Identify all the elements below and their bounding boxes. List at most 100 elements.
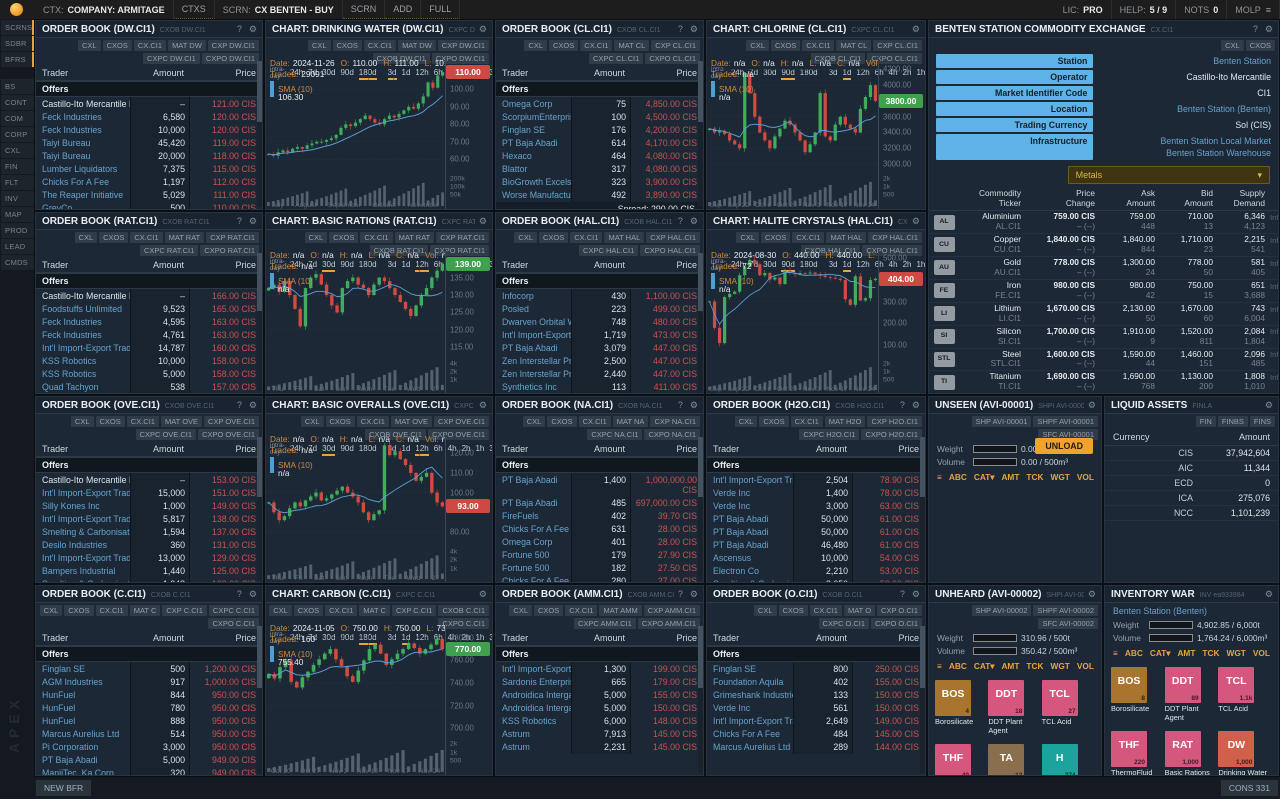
field-value[interactable]: Benten Station Local Market bbox=[1160, 136, 1271, 146]
timeframe-24h[interactable]: 24h bbox=[289, 259, 304, 269]
trader-link[interactable]: BioGrowth Excelsior bbox=[502, 177, 571, 188]
tab-fin[interactable]: FIN bbox=[1195, 416, 1216, 427]
scrollbar-thumb[interactable] bbox=[920, 437, 925, 498]
timeframe-2h[interactable]: 2h bbox=[902, 259, 912, 269]
trader-link[interactable]: GreyCo bbox=[42, 203, 73, 210]
tab-finbs[interactable]: FINBS bbox=[1217, 416, 1248, 427]
tab-cx-ci1[interactable]: CX.CI1 bbox=[126, 416, 159, 427]
timeframe-24h[interactable]: 24h bbox=[289, 632, 304, 642]
tab-cxp-dw-ci1[interactable]: CXP DW.CI1 bbox=[207, 40, 259, 51]
trader-link[interactable]: Astrum bbox=[502, 729, 530, 740]
trader-link[interactable]: ScorpiumEnterprises bbox=[502, 111, 571, 122]
trader-link[interactable]: Verde Inc bbox=[713, 500, 751, 511]
tab-cxp-cl-ci1[interactable]: CXP CL.CI1 bbox=[873, 40, 922, 51]
trader-link[interactable]: Posled bbox=[502, 303, 529, 314]
trader-link[interactable]: PT Baja Abadi bbox=[502, 342, 558, 353]
scrollbar-thumb[interactable] bbox=[698, 253, 703, 311]
tab-cxl[interactable]: CXL bbox=[736, 232, 759, 243]
trader-link[interactable]: Omega Corp bbox=[502, 537, 553, 548]
trader-link[interactable]: Chicks For A Fee bbox=[502, 523, 569, 534]
timeframe-180d[interactable]: 180d bbox=[358, 68, 377, 80]
tab-cx-ci1[interactable]: CX.CI1 bbox=[578, 416, 611, 427]
tab-cxp-amm-ci1[interactable]: CXP AMM.CI1 bbox=[643, 605, 700, 616]
timeframe-3d[interactable]: 3d bbox=[828, 67, 838, 77]
timeframe-12h[interactable]: 12h bbox=[415, 632, 429, 642]
tab-cxl[interactable]: CXL bbox=[70, 416, 94, 427]
tab-cxos[interactable]: CXOS bbox=[549, 40, 579, 51]
tab-cxp-rat-ci1[interactable]: CXP RAT.CI1 bbox=[206, 232, 259, 243]
sort-cat[interactable]: CAT▾ bbox=[1149, 648, 1171, 658]
trader-link[interactable]: PT Baja Abadi bbox=[713, 513, 769, 524]
tab-cxpc-amm-ci1[interactable]: CXPC AMM.CI1 bbox=[574, 618, 636, 629]
scrollbar[interactable] bbox=[698, 437, 703, 580]
tab-mat-cl[interactable]: MAT CL bbox=[836, 40, 872, 51]
tab-cxp-na-ci1[interactable]: CXP NA.CI1 bbox=[650, 416, 700, 427]
gear-icon[interactable]: ⚙ bbox=[248, 589, 257, 599]
tab-fins[interactable]: FINS bbox=[1249, 416, 1275, 427]
sort-abc[interactable]: ABC bbox=[948, 472, 967, 482]
help-icon[interactable]: ? bbox=[899, 589, 905, 599]
trader-link[interactable]: HunFuel bbox=[42, 689, 76, 700]
tab-cxl[interactable]: CXL bbox=[1221, 40, 1244, 51]
sidebar-item-bfrs[interactable]: BFRS bbox=[1, 52, 34, 67]
sort-amt[interactable]: AMT bbox=[1001, 472, 1020, 482]
help-icon[interactable]: ? bbox=[899, 400, 905, 410]
timeframe-3d[interactable]: 3d bbox=[828, 259, 838, 269]
trader-link[interactable]: Int'l Import-Export Trading Co bbox=[42, 487, 130, 498]
tab-mat-hal[interactable]: MAT HAL bbox=[826, 232, 867, 243]
trader-link[interactable]: Pi Corporation bbox=[42, 742, 99, 753]
gear-icon[interactable]: ⚙ bbox=[248, 24, 257, 34]
sort-cat[interactable]: CAT▾ bbox=[973, 661, 995, 671]
tab-cx-ci1[interactable]: CX.CI1 bbox=[580, 40, 613, 51]
timeframe-2h[interactable]: 2h bbox=[461, 632, 471, 642]
gear-icon[interactable]: ⚙ bbox=[1087, 589, 1096, 599]
tab-mat-h2o[interactable]: MAT H2O bbox=[824, 416, 866, 427]
help-icon[interactable]: ? bbox=[677, 24, 683, 34]
sidebar-item-cont[interactable]: CONT bbox=[1, 95, 34, 110]
gear-icon[interactable]: ⚙ bbox=[689, 589, 698, 599]
trader-link[interactable]: Verde Inc bbox=[713, 487, 751, 498]
trader-link[interactable]: Finglan SE bbox=[502, 124, 546, 135]
tab-mat-c[interactable]: MAT C bbox=[129, 605, 161, 616]
timeframe-12h[interactable]: 12h bbox=[856, 67, 870, 77]
ticker-icon[interactable]: FE bbox=[933, 283, 955, 299]
inventory-item[interactable]: BOS 8 Borosilicate bbox=[1111, 667, 1163, 722]
trader-link[interactable]: Feck Industries bbox=[42, 124, 102, 135]
trader-link[interactable]: PT Baja Abadi bbox=[713, 526, 769, 537]
tab-cxos[interactable]: CXOS bbox=[778, 605, 808, 616]
trader-link[interactable]: Int'l Import-Export Trading Co bbox=[42, 553, 130, 564]
gear-icon[interactable]: ⚙ bbox=[689, 24, 698, 34]
tab-cxpo-dw-ci1[interactable]: CXPO DW.CI1 bbox=[431, 53, 489, 64]
gear-icon[interactable]: ⚙ bbox=[478, 216, 487, 226]
full-button[interactable]: FULL bbox=[421, 0, 461, 19]
sort-tck[interactable]: TCK bbox=[1026, 472, 1044, 482]
tab-cxpc-ove-ci1[interactable]: CXPC OVE.CI1 bbox=[135, 429, 197, 440]
timeframe-7d[interactable]: 7d bbox=[308, 632, 318, 642]
timeframe-90d[interactable]: 90d bbox=[340, 259, 354, 269]
trader-link[interactable]: Desilo Industries bbox=[42, 540, 108, 551]
gear-icon[interactable]: ⚙ bbox=[911, 24, 920, 34]
trader-link[interactable]: Marcus Aurelius Ltd bbox=[713, 742, 791, 753]
trader-link[interactable]: Zen Interstellar Propellant bbox=[502, 369, 571, 380]
inventory-item[interactable]: TA13Tantalum bbox=[988, 744, 1040, 775]
timeframe-180d[interactable]: 180d bbox=[358, 443, 377, 453]
sort-abc[interactable]: ABC bbox=[1124, 648, 1143, 658]
trader-link[interactable]: Dwarven Orbital Works bbox=[502, 316, 571, 327]
ctxs-button[interactable]: CTXS bbox=[173, 0, 215, 19]
timeframe-2h[interactable]: 2h bbox=[461, 443, 471, 453]
timeframe-1d[interactable]: 1d bbox=[401, 443, 411, 453]
timeframe-3d[interactable]: 3d bbox=[387, 68, 397, 80]
trader-link[interactable]: Chicks For A Fee bbox=[713, 729, 780, 740]
tab-cx-ci1[interactable]: CX.CI1 bbox=[356, 416, 389, 427]
inventory-item[interactable]: DDT 18 DDT Plant Agent bbox=[988, 680, 1040, 735]
tab-cxl[interactable]: CXL bbox=[524, 40, 548, 51]
info-link[interactable]: Info bbox=[1270, 258, 1279, 268]
unload-button[interactable]: UNLOAD bbox=[1035, 438, 1093, 454]
scrollbar-thumb[interactable] bbox=[920, 626, 925, 688]
tab-mat-rat[interactable]: MAT RAT bbox=[164, 232, 205, 243]
info-link[interactable]: Info bbox=[1270, 350, 1279, 360]
help-icon[interactable]: ? bbox=[677, 589, 683, 599]
tab-cxp-c-ci1[interactable]: CXP C.CI1 bbox=[391, 605, 437, 616]
timeframe-1d[interactable]: 1d bbox=[842, 68, 852, 80]
sort-wgt[interactable]: WGT bbox=[1226, 648, 1246, 658]
